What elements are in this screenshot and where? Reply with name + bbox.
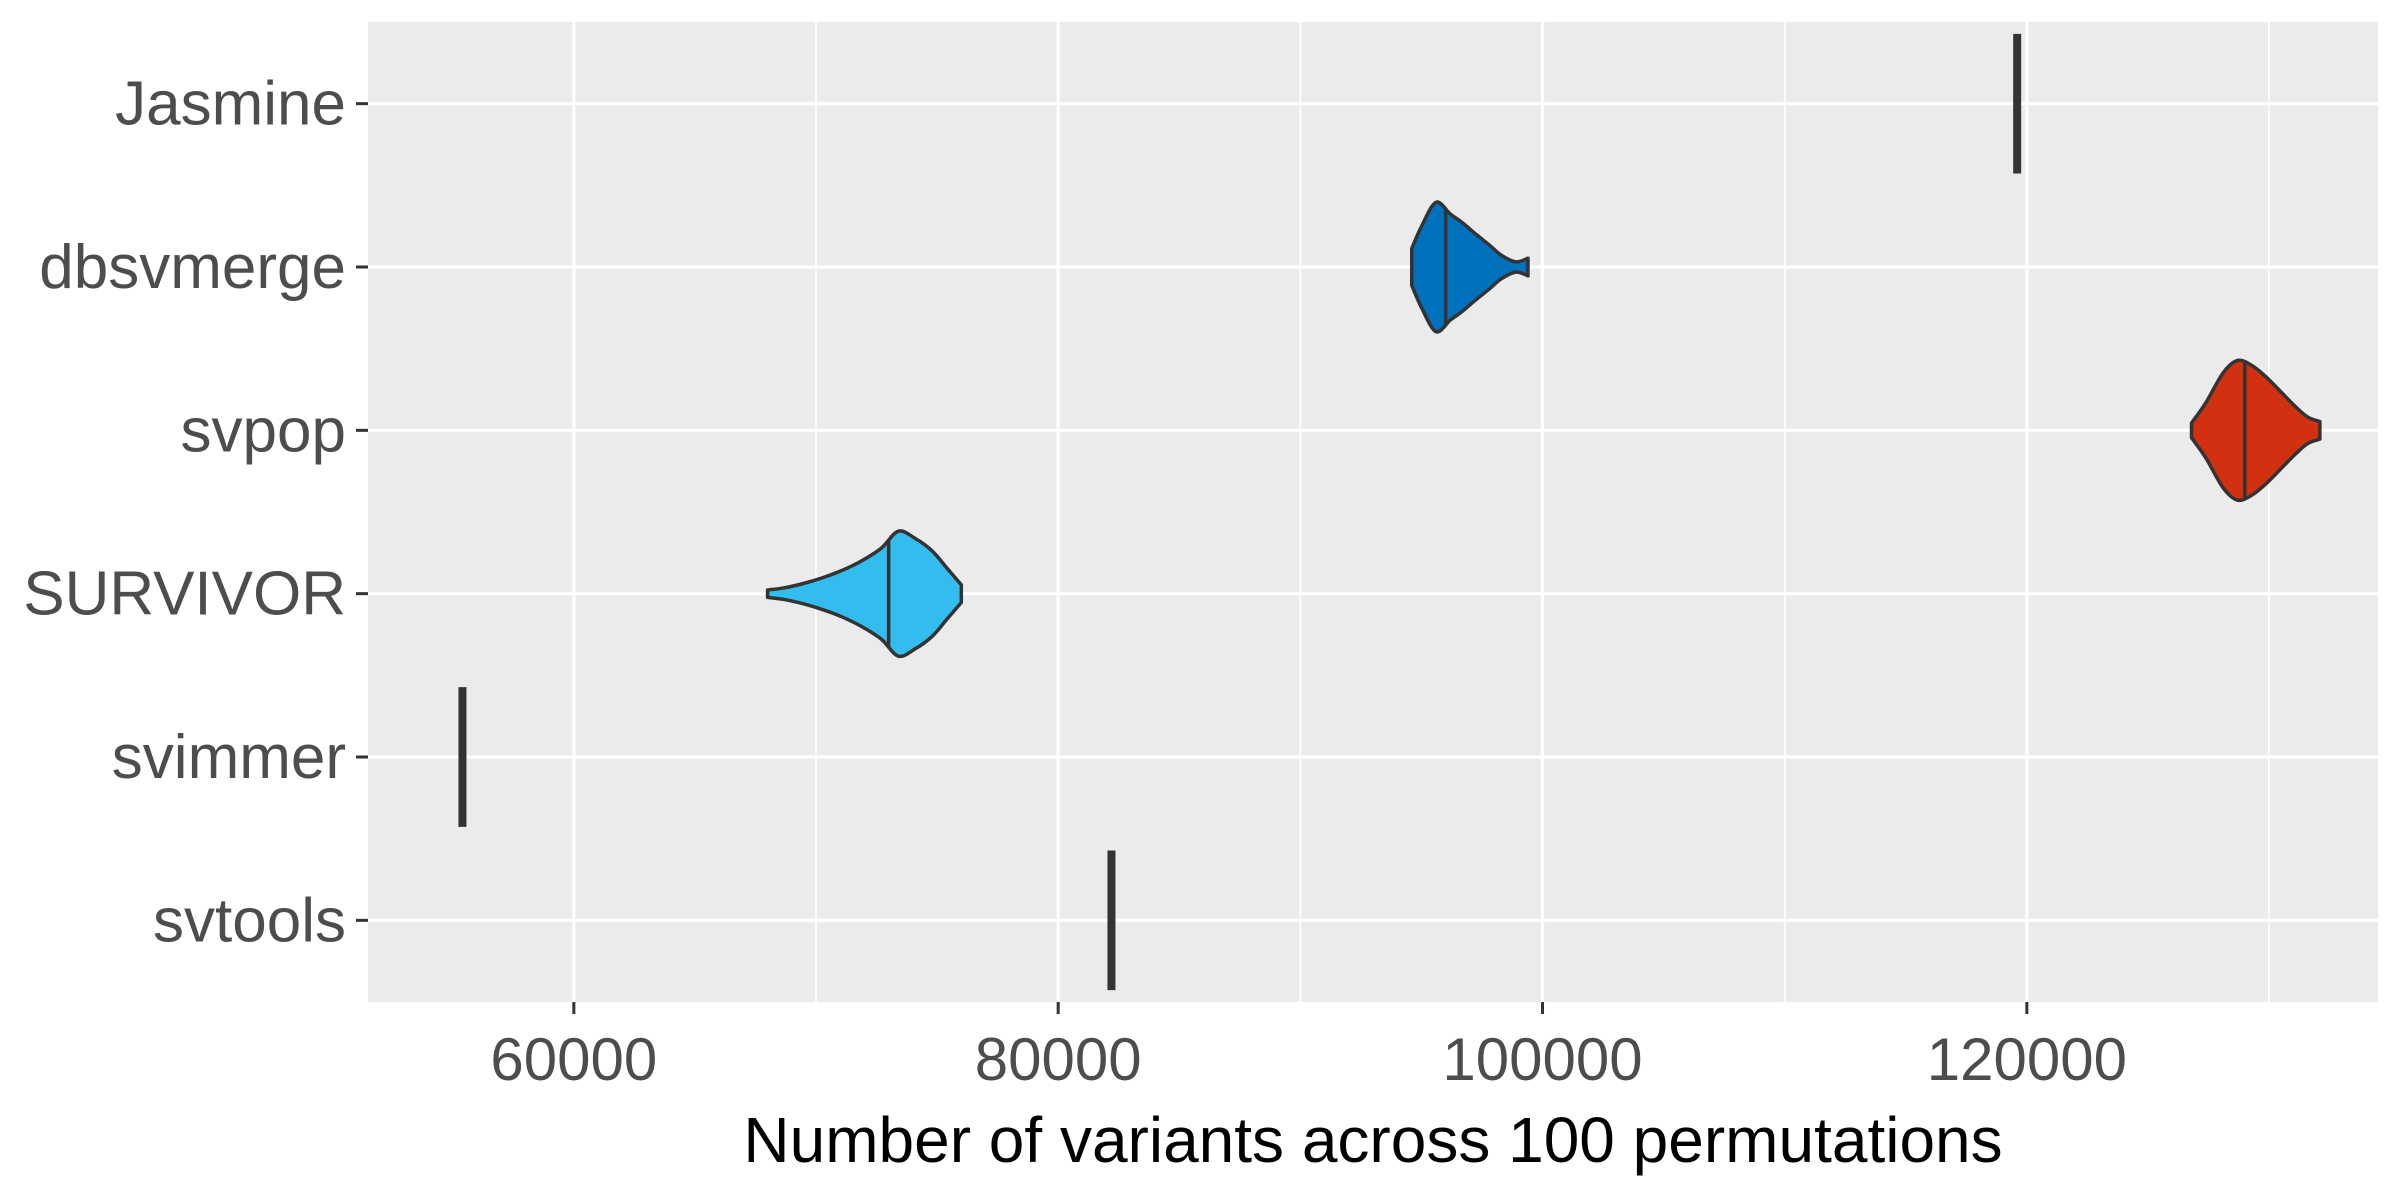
major-gridlines [368,22,2378,1002]
violins [458,33,2322,991]
y-axis: Jasmine dbsvmerge svpop SURVIVOR svimmer svto… [23,70,368,955]
y-tick-label: dbsvmerge [39,233,346,302]
x-tick-label: 60000 [490,1026,657,1093]
y-tick-label: svimmer [112,723,346,792]
violin-survivor [765,529,964,659]
y-tick-label: svtools [153,886,346,955]
x-axis-title: Number of variants across 100 permutatio… [743,1104,2002,1176]
violin-shape [765,529,964,659]
x-tick-label: 120000 [1927,1026,2127,1093]
y-tick-label: SURVIVOR [23,560,346,629]
minor-gridlines [815,22,2270,1002]
violin-svpop [2189,358,2322,503]
violin-shape [2189,358,2322,503]
x-tick-label: 80000 [975,1026,1142,1093]
x-tick-label: 100000 [1442,1026,1642,1093]
y-tick-label: Jasmine [115,70,346,139]
violin-shape [1410,200,1530,334]
violin-dbsvmerge [1410,200,1530,334]
x-axis: 60000 80000 100000 120000 [490,1002,2127,1093]
plot-panel [368,22,2378,1002]
y-tick-label: svpop [181,396,346,465]
